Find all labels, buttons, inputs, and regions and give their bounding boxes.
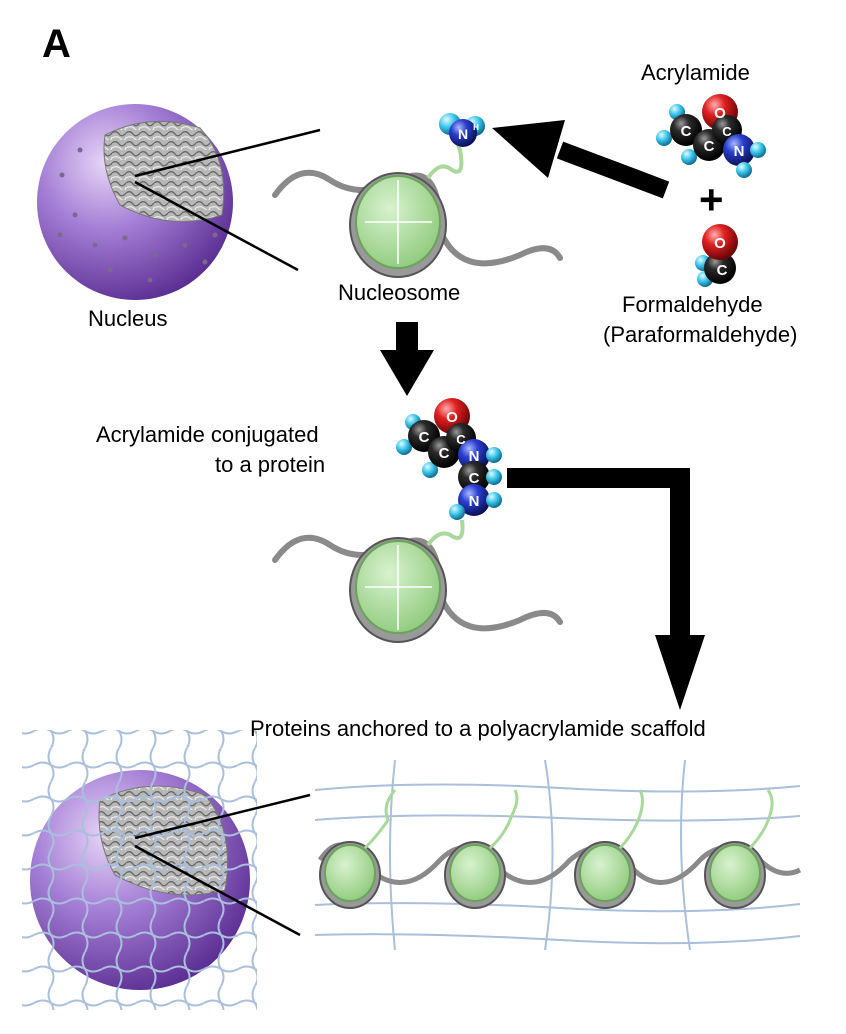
scaffold-nucleosome <box>574 789 644 909</box>
plus-sign: + <box>699 176 724 223</box>
label-conjugated-line1: Acrylamide conjugated <box>96 422 319 447</box>
conjugated-molecule: C C C O N C N <box>396 398 502 520</box>
atom-label: C <box>439 445 450 462</box>
atom-label: N <box>734 143 745 160</box>
atom-label: N <box>458 126 468 142</box>
atom-label: C <box>704 138 715 155</box>
scaffold-nucleosome <box>704 789 774 909</box>
nucleus-top <box>37 104 321 300</box>
label-formaldehyde: Formaldehyde <box>622 292 763 317</box>
atom-label: N <box>469 448 480 465</box>
nucleosome-top: N H <box>272 113 563 278</box>
arrow-elbow <box>507 468 705 710</box>
atom-label: C <box>681 123 692 140</box>
atom-label: O <box>714 105 726 122</box>
label-nucleosome: Nucleosome <box>338 280 461 305</box>
atom-label: C <box>456 432 466 447</box>
atom-label: C <box>469 470 480 487</box>
arrow-down <box>380 322 434 396</box>
scaffold-nucleosome <box>444 789 519 909</box>
label-nucleus: Nucleus <box>88 306 168 331</box>
nucleus-meshed <box>22 730 311 1010</box>
atom-label: C <box>717 262 728 279</box>
label-acrylamide: Acrylamide <box>641 60 750 85</box>
arrow-reaction <box>492 120 670 199</box>
scaffold-nucleosome <box>319 789 397 909</box>
label-paraformaldehyde: (Paraformaldehyde) <box>603 322 798 347</box>
label-conjugated-line2: to a protein <box>215 452 326 477</box>
atom-label: C <box>722 124 732 139</box>
atom-label: O <box>714 235 726 252</box>
formaldehyde-molecule: O C <box>695 224 738 287</box>
nucleosome-middle <box>272 519 563 643</box>
atom-label: N <box>469 493 480 510</box>
panel-label: A <box>42 22 71 66</box>
atom-label: H <box>473 123 479 132</box>
atom-label: C <box>419 429 430 446</box>
label-scaffold: Proteins anchored to a polyacrylamide sc… <box>250 716 706 741</box>
atom-label: O <box>446 409 458 426</box>
acrylamide-molecule: C C C O N <box>656 94 766 178</box>
